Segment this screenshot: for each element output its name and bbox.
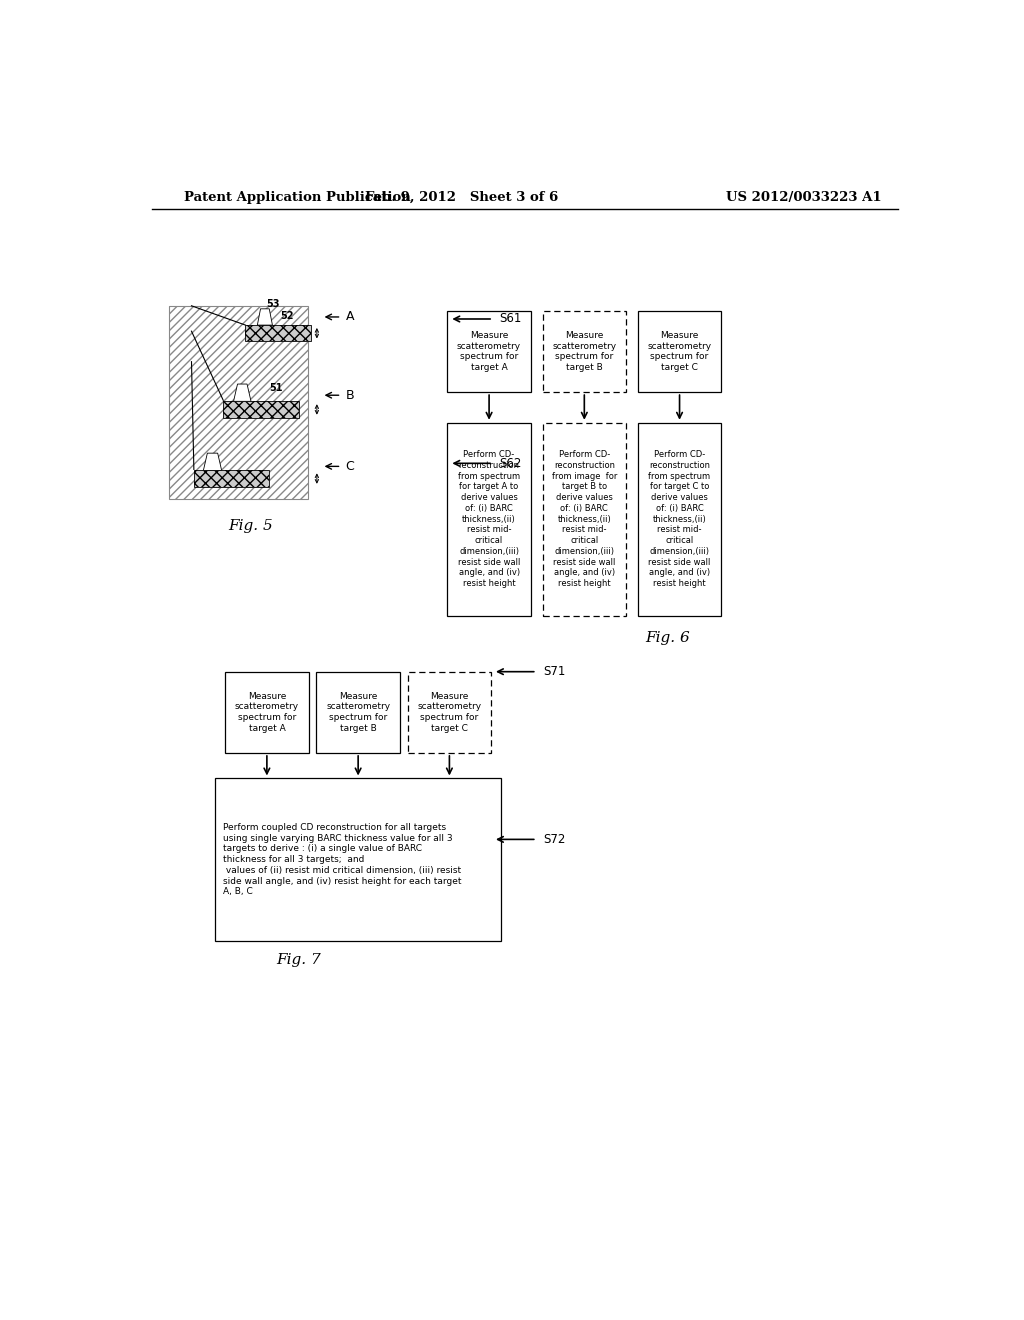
Bar (223, 401, 299, 417)
Bar (223, 401, 299, 417)
Text: Perform CD-
reconstruction
from image  for
target B to
derive values
of: (i) BAR: Perform CD- reconstruction from image fo… (552, 450, 617, 589)
Text: C: C (345, 459, 354, 473)
Bar (316, 672, 399, 752)
Polygon shape (257, 309, 272, 325)
Text: A: A (345, 310, 354, 323)
Text: Perform CD-
reconstruction
from spectrum
for target C to
derive values
of: (i) B: Perform CD- reconstruction from spectrum… (648, 450, 711, 589)
Bar (194, 470, 269, 487)
Bar (638, 422, 721, 615)
Text: Patent Application Publication: Patent Application Publication (183, 190, 411, 203)
Bar (194, 470, 269, 487)
Bar (169, 306, 308, 499)
Text: Measure
scatterometry
spectrum for
target C: Measure scatterometry spectrum for targe… (647, 331, 712, 372)
Text: Fig. 7: Fig. 7 (276, 953, 321, 968)
Bar (408, 672, 492, 752)
Bar (447, 312, 530, 392)
Text: Perform CD-
reconstruction
from spectrum
for target A to
derive values
of: (i) B: Perform CD- reconstruction from spectrum… (458, 450, 520, 589)
Bar (246, 325, 310, 342)
Text: B: B (345, 388, 354, 401)
Bar (543, 422, 626, 615)
Text: Perform coupled CD reconstruction for all targets
using single varying BARC thic: Perform coupled CD reconstruction for al… (223, 822, 462, 896)
Text: US 2012/0033223 A1: US 2012/0033223 A1 (726, 190, 882, 203)
Text: Fig. 5: Fig. 5 (228, 519, 273, 533)
Text: 53: 53 (266, 298, 280, 309)
Text: S61: S61 (500, 313, 522, 326)
Text: Measure
scatterometry
spectrum for
target B: Measure scatterometry spectrum for targe… (326, 692, 390, 733)
Text: S72: S72 (543, 833, 565, 846)
Text: 51: 51 (269, 383, 283, 393)
Polygon shape (204, 453, 221, 470)
Text: Feb. 9, 2012   Sheet 3 of 6: Feb. 9, 2012 Sheet 3 of 6 (365, 190, 558, 203)
Bar (215, 779, 501, 941)
Text: S71: S71 (543, 665, 565, 678)
Text: Fig. 6: Fig. 6 (645, 631, 690, 645)
Text: 52: 52 (281, 312, 294, 321)
Bar (246, 325, 310, 342)
Text: Measure
scatterometry
spectrum for
target C: Measure scatterometry spectrum for targe… (418, 692, 481, 733)
Text: S62: S62 (500, 457, 522, 470)
Bar (169, 306, 308, 499)
Bar (638, 312, 721, 392)
Bar (543, 312, 626, 392)
Bar (225, 672, 308, 752)
Text: Measure
scatterometry
spectrum for
target A: Measure scatterometry spectrum for targe… (457, 331, 521, 372)
Bar (447, 422, 530, 615)
Polygon shape (233, 384, 251, 401)
Text: Measure
scatterometry
spectrum for
target A: Measure scatterometry spectrum for targe… (234, 692, 299, 733)
Text: Measure
scatterometry
spectrum for
target B: Measure scatterometry spectrum for targe… (552, 331, 616, 372)
